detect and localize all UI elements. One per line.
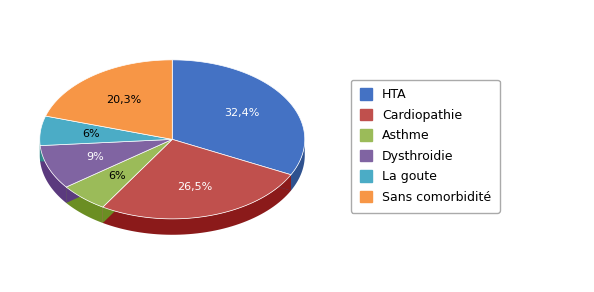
Polygon shape — [40, 139, 172, 161]
Polygon shape — [40, 139, 172, 161]
Polygon shape — [172, 139, 291, 191]
Text: 26,5%: 26,5% — [177, 182, 213, 192]
Polygon shape — [46, 60, 172, 139]
Polygon shape — [66, 139, 172, 207]
Text: 9%: 9% — [87, 152, 105, 162]
Text: 6%: 6% — [108, 171, 126, 181]
Text: 32,4%: 32,4% — [225, 108, 260, 118]
Polygon shape — [291, 140, 305, 191]
Text: 20,3%: 20,3% — [106, 95, 141, 105]
Polygon shape — [40, 139, 172, 187]
Polygon shape — [66, 187, 103, 223]
Polygon shape — [103, 139, 172, 223]
Polygon shape — [66, 139, 172, 203]
Polygon shape — [103, 175, 291, 235]
Polygon shape — [103, 139, 291, 219]
Polygon shape — [40, 146, 66, 203]
Polygon shape — [172, 60, 305, 175]
Polygon shape — [172, 139, 291, 191]
Polygon shape — [40, 116, 172, 146]
Polygon shape — [66, 139, 172, 203]
Text: 6%: 6% — [82, 129, 99, 139]
Legend: HTA, Cardiopathie, Asthme, Dysthroidie, La goute, Sans comorbidité: HTA, Cardiopathie, Asthme, Dysthroidie, … — [351, 79, 500, 213]
Polygon shape — [103, 139, 172, 223]
